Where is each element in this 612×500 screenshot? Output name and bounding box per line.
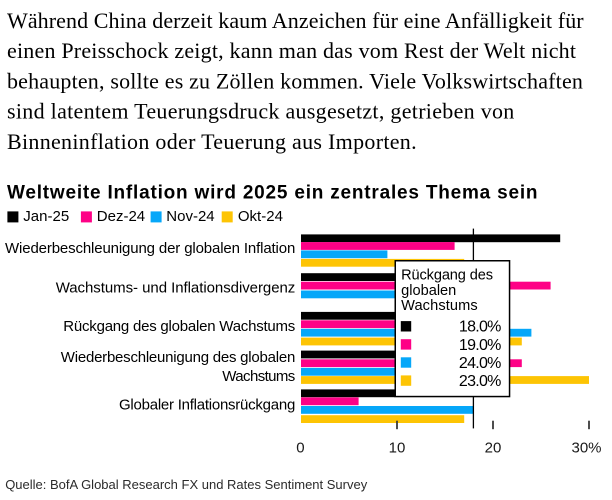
- svg-text:Während China derzeit kaum Anz: Während China derzeit kaum Anzeichen für…: [7, 8, 584, 33]
- svg-text:Quelle: BofA Global Research F: Quelle: BofA Global Research FX und Rate…: [5, 477, 368, 492]
- svg-text:Globaler Inflationsrückgang: Globaler Inflationsrückgang: [119, 397, 295, 414]
- svg-text:Nov-24: Nov-24: [166, 208, 214, 225]
- svg-text:19.0%: 19.0%: [459, 337, 502, 354]
- svg-text:10: 10: [389, 439, 406, 456]
- svg-text:Binneninflation oder Teuerung: Binneninflation oder Teuerung aus Import…: [7, 129, 417, 154]
- svg-text:Wachstums: Wachstums: [222, 368, 295, 385]
- svg-text:Wiederbeschleunigung des globa: Wiederbeschleunigung des globalen: [61, 349, 296, 366]
- svg-text:23.0%: 23.0%: [459, 373, 502, 390]
- svg-text:Jan-25: Jan-25: [23, 208, 69, 225]
- svg-text:Wachstums- und Inflationsdiver: Wachstums- und Inflationsdivergenz: [56, 280, 296, 297]
- svg-text:Rückgang des globalen Wachstum: Rückgang des globalen Wachstums: [63, 318, 295, 335]
- svg-text:behaupten, sollte es zu Zöllen: behaupten, sollte es zu Zöllen kommen. V…: [7, 68, 583, 93]
- svg-text:einen Preisschock zeigt, kann: einen Preisschock zeigt, kann man das vo…: [7, 38, 576, 63]
- svg-text:30%: 30%: [571, 439, 601, 456]
- svg-text:Weltweite Inflation wird 2025: Weltweite Inflation wird 2025 ein zentra…: [7, 183, 538, 204]
- svg-text:0: 0: [296, 439, 304, 456]
- svg-text:Wiederbeschleunigung der globa: Wiederbeschleunigung der globalen Inflat…: [5, 240, 295, 257]
- svg-text:sind latentem Teuerungsdruck a: sind latentem Teuerungsdruck ausgesetzt,…: [7, 99, 514, 124]
- svg-text:Rückgang des: Rückgang des: [401, 267, 493, 283]
- svg-text:Wachstums: Wachstums: [401, 298, 478, 314]
- svg-text:globalen: globalen: [401, 283, 456, 299]
- svg-text:Okt-24: Okt-24: [238, 208, 283, 225]
- svg-text:18.0%: 18.0%: [459, 319, 502, 336]
- svg-text:24.0%: 24.0%: [459, 355, 502, 372]
- svg-text:Dez-24: Dez-24: [97, 208, 145, 225]
- svg-text:20: 20: [485, 439, 502, 456]
